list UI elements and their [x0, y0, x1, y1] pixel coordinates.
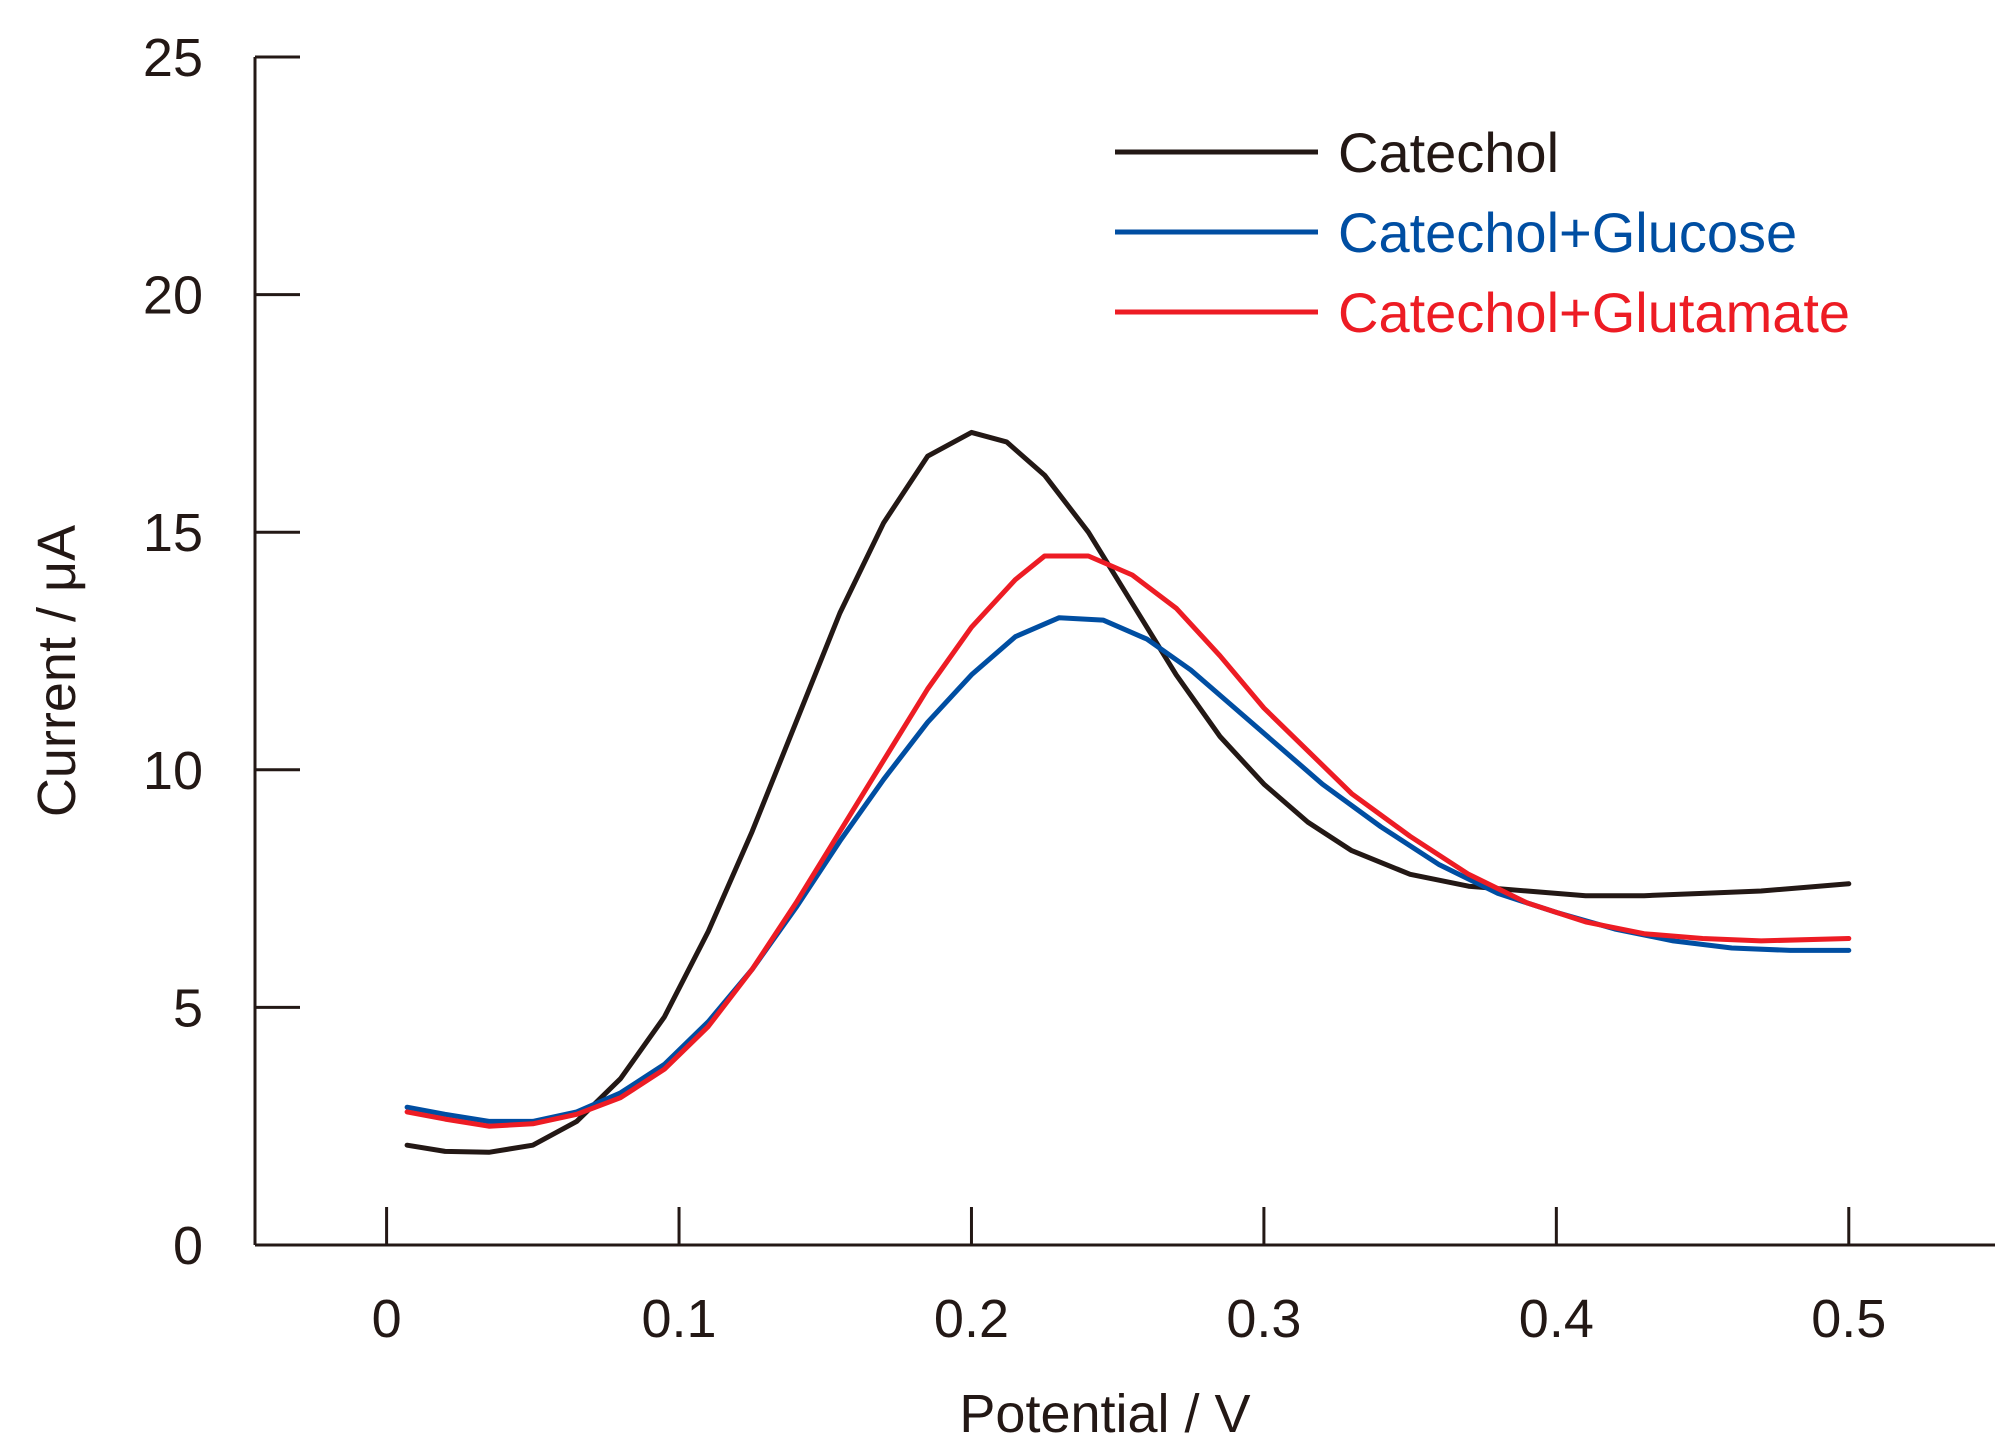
legend-label-catechol-glucose: Catechol+Glucose: [1338, 201, 1797, 264]
y-tick-label: 10: [143, 741, 203, 801]
series-lines: [404, 429, 1852, 1155]
series-line-catechol-glucose: [404, 615, 1852, 1124]
series-line-catechol-glutamate: [404, 553, 1852, 1129]
legend-label-catechol: Catechol: [1338, 121, 1559, 184]
tick-marks: 0 5 10 15 20 25 0 0.1 0.2 0.3 0.4 0.5: [143, 28, 1886, 1349]
series-line-catechol: [404, 429, 1852, 1155]
x-tick-label: 0.4: [1519, 1289, 1594, 1349]
y-tick-label: 20: [143, 266, 203, 326]
x-tick-label: 0: [372, 1289, 402, 1349]
x-axis-title: Potential / V: [959, 1384, 1250, 1444]
x-tick-label: 0.1: [641, 1289, 716, 1349]
y-axis-title: Current / μA: [27, 525, 87, 817]
x-tick-label: 0.3: [1226, 1289, 1301, 1349]
x-tick-label: 0.2: [934, 1289, 1009, 1349]
x-tick-label: 0.5: [1811, 1289, 1886, 1349]
y-tick-label: 15: [143, 503, 203, 563]
y-tick-label: 5: [173, 978, 203, 1038]
y-tick-label: 25: [143, 28, 203, 88]
axes: [253, 57, 1995, 1247]
legend: Catechol Catechol+Glucose Catechol+Glutama…: [1115, 121, 1850, 344]
legend-label-catechol-glutamate: Catechol+Glutamate: [1338, 281, 1850, 344]
y-tick-label: 0: [173, 1216, 203, 1276]
